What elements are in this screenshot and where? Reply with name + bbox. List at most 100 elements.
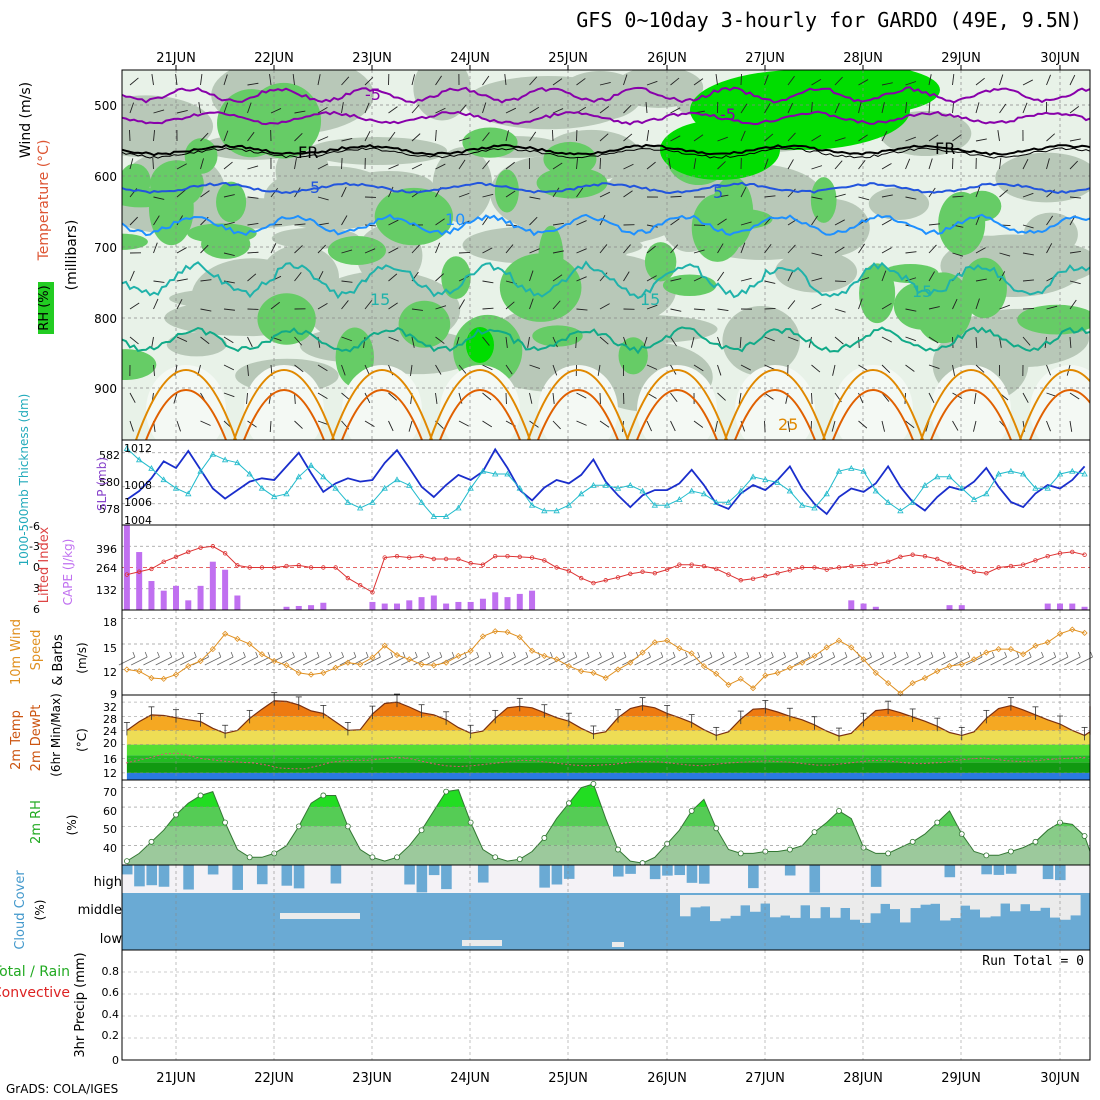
wind10-point (1069, 626, 1076, 633)
cloud-mid-gap (970, 895, 981, 910)
thickness-point (823, 490, 830, 497)
slp-axis-title: SLP (mb) (95, 457, 109, 511)
wind-barb (1069, 336, 1072, 348)
wind-barb (811, 277, 823, 282)
wind-barb (881, 163, 892, 170)
temp2m-axis-title-c: (6hr Min/Max) (49, 693, 63, 777)
rh-area-70 (494, 169, 519, 213)
rh-area-70 (618, 337, 648, 375)
rh-area-50 (484, 232, 643, 260)
wind10-point (197, 657, 204, 665)
wind-barb (427, 651, 430, 658)
thickness-point (320, 473, 327, 480)
wind-barb (482, 280, 494, 284)
wind-barb (316, 651, 320, 658)
wind10-point (492, 628, 499, 635)
cloud-high-bar (428, 865, 440, 876)
wind-barb (341, 651, 344, 658)
wind-barb (153, 109, 165, 114)
cape-bar (369, 601, 376, 610)
wind-barb (388, 186, 394, 198)
temp2m-tick: 24 (103, 725, 117, 738)
wind-barb (1094, 421, 1095, 432)
wind-barb (574, 651, 578, 658)
wind-barb (734, 651, 737, 658)
wind-barb (953, 656, 970, 666)
isotherm-25 (920, 369, 1022, 440)
wind-barb (317, 196, 329, 201)
wind-barb (623, 163, 634, 170)
wind-barb (328, 651, 332, 658)
wind-barb (670, 77, 680, 86)
rh2m-point (615, 846, 621, 853)
wind-barb (153, 280, 165, 283)
pressure-tick: 700 (94, 241, 117, 255)
wind-barb (843, 656, 860, 666)
wind-barb (294, 245, 303, 254)
contour-label: 10 (445, 210, 465, 229)
wind-barb (586, 651, 590, 658)
rh-area-70 (187, 223, 257, 244)
wind-barb (317, 107, 328, 114)
wind-barb (1046, 305, 1058, 310)
wind-barb (1053, 651, 1057, 658)
wind-barb (223, 194, 235, 198)
thickness-tick: 582 (99, 449, 120, 462)
wind-barb (200, 336, 210, 345)
wind-barb (458, 299, 465, 310)
wind-barb (200, 158, 204, 170)
wind-barb (670, 107, 681, 114)
wind-barb (811, 78, 822, 86)
rh2m-point (909, 838, 916, 845)
thickness-line (126, 448, 1085, 517)
wind-barb (975, 278, 987, 282)
wind10m-panel-border (121, 609, 1091, 696)
li-point (947, 561, 952, 567)
wind-barb (1069, 420, 1073, 432)
wind-barb (690, 336, 695, 348)
wind-barb (153, 242, 158, 254)
cloud-unit: (%) (33, 900, 47, 921)
wind-barb (1069, 74, 1076, 86)
cloud-mid-gap (880, 895, 891, 904)
wind-barb (200, 420, 211, 426)
wind-barb (1094, 337, 1100, 344)
wind-barb (952, 134, 962, 142)
wind-barb (176, 109, 188, 114)
wind-barb (1069, 160, 1078, 170)
contour-label: 15 (640, 290, 660, 309)
rh-area-low (637, 365, 717, 440)
thickness-point (295, 473, 302, 480)
wind-barb (834, 308, 846, 313)
isotherm-15 (122, 260, 1090, 300)
thickness-point (344, 499, 352, 505)
li-point (222, 551, 228, 556)
cape-bar (860, 603, 867, 610)
wind-barb (294, 420, 303, 429)
wind-barb (411, 74, 416, 86)
wind-barb (905, 336, 917, 342)
li-tick: 3 (33, 582, 40, 595)
wind-barb (928, 223, 940, 226)
cape-bar (209, 561, 216, 610)
wind10-point (430, 662, 437, 669)
wind-barb (599, 336, 609, 345)
wind-barb (623, 271, 630, 282)
wind-barb (572, 656, 590, 666)
wind-barb (787, 420, 791, 432)
wind-barb (414, 651, 418, 658)
cape-axis-title: CAPE (J/kg) (61, 539, 75, 606)
wind-barb (858, 79, 869, 86)
wind-barb (151, 74, 154, 86)
wind-barb (793, 656, 811, 666)
precip-axis-title: 3hr Precip (mm) (73, 952, 88, 1057)
wind-barb (341, 215, 348, 226)
wind-barb (787, 270, 794, 282)
thickness-point (516, 484, 523, 491)
wind-barb (435, 107, 446, 114)
rh-area-low (833, 365, 913, 440)
rh2m-point (885, 850, 892, 857)
wind-barb (529, 76, 538, 86)
wind-barb (905, 277, 917, 282)
wind-barb (575, 336, 577, 349)
